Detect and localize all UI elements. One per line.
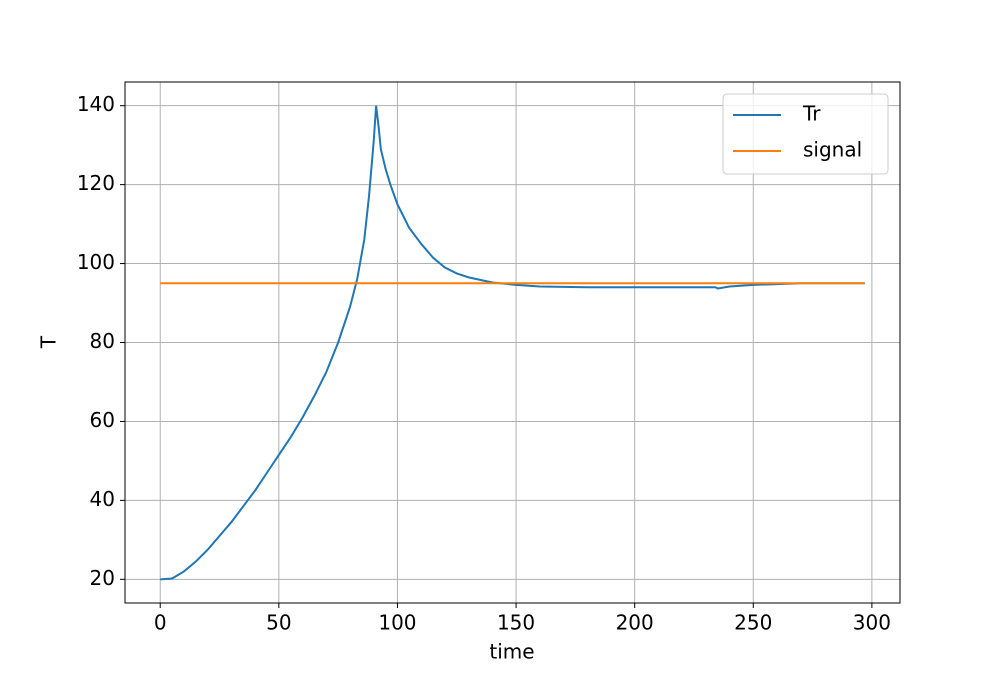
y-tick-label: 100 xyxy=(77,250,115,274)
plot-frame xyxy=(124,81,901,604)
y-tick-label: 80 xyxy=(90,329,115,353)
line xyxy=(160,105,865,581)
x-tick-label: 100 xyxy=(378,611,416,635)
legend-label: signal xyxy=(803,138,862,162)
x-tick-label: 250 xyxy=(734,611,772,635)
y-tick-label: 20 xyxy=(90,566,115,590)
x-tick-label: 200 xyxy=(616,611,654,635)
legend-label: Tr xyxy=(802,102,821,126)
y-tick-label: 40 xyxy=(90,487,115,511)
y-tick-label: 140 xyxy=(77,92,115,116)
x-axis-label: time xyxy=(489,640,534,664)
y-axis-label: T xyxy=(37,335,61,349)
y-tick-label: 120 xyxy=(77,171,115,195)
x-tick-label: 150 xyxy=(497,611,535,635)
x-tick-label: 300 xyxy=(853,611,891,635)
x-tick-label: 0 xyxy=(154,611,167,635)
x-tick-label: 50 xyxy=(266,611,291,635)
y-tick-label: 60 xyxy=(90,408,115,432)
